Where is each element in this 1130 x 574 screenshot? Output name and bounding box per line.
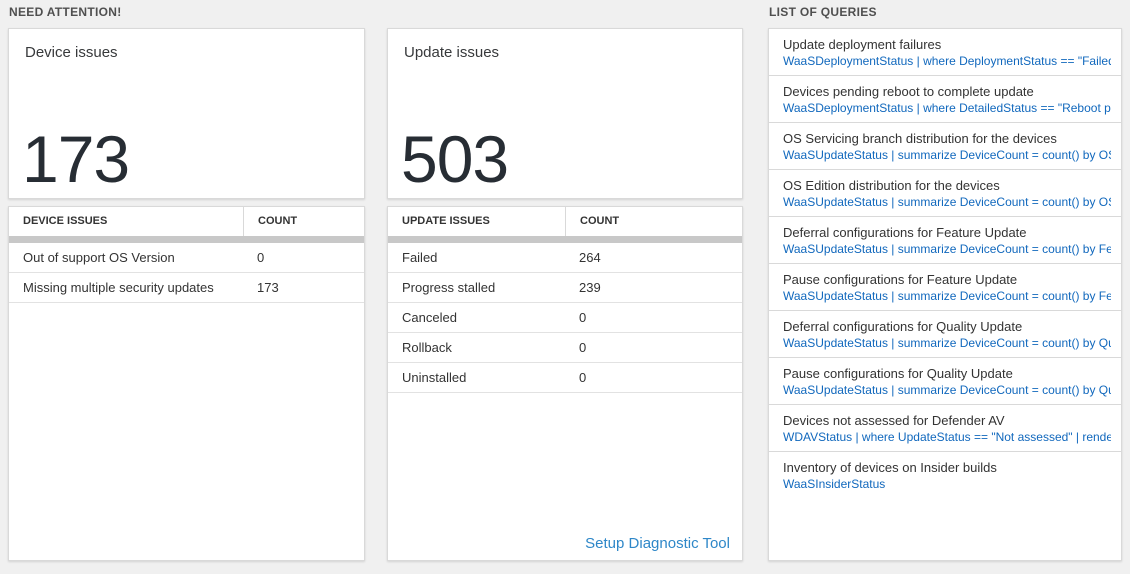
issue-label: Failed bbox=[402, 250, 438, 265]
query-title: Deferral configurations for Feature Upda… bbox=[783, 225, 1027, 240]
query-text: WaaSUpdateStatus | summarize DeviceCount… bbox=[783, 242, 1111, 256]
issue-label: Canceled bbox=[402, 310, 457, 325]
query-text: WaaSUpdateStatus | summarize DeviceCount… bbox=[783, 148, 1111, 162]
column-header-update-issues: UPDATE ISSUES bbox=[402, 215, 490, 227]
column-header-count: COUNT bbox=[565, 207, 742, 236]
issue-label: Progress stalled bbox=[402, 280, 496, 295]
table-row[interactable]: Rollback 0 bbox=[388, 333, 742, 363]
query-title: Pause configurations for Feature Update bbox=[783, 272, 1018, 287]
tile-title: Update issues bbox=[404, 44, 500, 61]
update-issues-tile[interactable]: Update issues 503 bbox=[387, 28, 743, 199]
query-item[interactable]: Devices not assessed for Defender AV WDA… bbox=[769, 405, 1121, 452]
table-header-row: DEVICE ISSUES COUNT bbox=[9, 207, 364, 236]
query-text: WaaSUpdateStatus | summarize DeviceCount… bbox=[783, 336, 1111, 350]
query-title: Pause configurations for Quality Update bbox=[783, 366, 1013, 381]
issue-label: Rollback bbox=[402, 340, 452, 355]
table-row[interactable]: Failed 264 bbox=[388, 243, 742, 273]
device-issues-tile[interactable]: Device issues 173 bbox=[8, 28, 365, 199]
column-header-count: COUNT bbox=[243, 207, 364, 236]
issue-label: Uninstalled bbox=[402, 370, 467, 385]
query-text: WaaSUpdateStatus | summarize DeviceCount… bbox=[783, 383, 1111, 397]
table-row[interactable]: Uninstalled 0 bbox=[388, 363, 742, 393]
query-item[interactable]: OS Servicing branch distribution for the… bbox=[769, 123, 1121, 170]
query-item[interactable]: Devices pending reboot to complete updat… bbox=[769, 76, 1121, 123]
query-text: WaaSDeploymentStatus | where DeploymentS… bbox=[783, 54, 1111, 68]
query-title: Update deployment failures bbox=[783, 37, 942, 52]
query-text: WaaSUpdateStatus | summarize DeviceCount… bbox=[783, 289, 1111, 303]
issue-count: 173 bbox=[257, 280, 279, 295]
tile-title: Device issues bbox=[25, 44, 118, 61]
issue-count: 0 bbox=[579, 340, 587, 355]
issue-count: 239 bbox=[579, 280, 601, 295]
issue-label: Out of support OS Version bbox=[23, 250, 175, 265]
query-title: Devices not assessed for Defender AV bbox=[783, 413, 1005, 428]
section-title-need-attention: NEED ATTENTION! bbox=[9, 5, 122, 19]
query-item[interactable]: Deferral configurations for Feature Upda… bbox=[769, 217, 1121, 264]
query-item[interactable]: Inventory of devices on Insider builds W… bbox=[769, 452, 1121, 499]
issue-count: 0 bbox=[257, 250, 265, 265]
horizontal-scrollbar[interactable] bbox=[388, 236, 742, 243]
table-header-row: UPDATE ISSUES COUNT bbox=[388, 207, 742, 236]
query-item[interactable]: Pause configurations for Feature Update … bbox=[769, 264, 1121, 311]
query-text: WaaSDeploymentStatus | where DetailedSta… bbox=[783, 101, 1111, 115]
device-issues-count: 173 bbox=[22, 122, 130, 196]
query-item[interactable]: OS Edition distribution for the devices … bbox=[769, 170, 1121, 217]
query-text: WaaSInsiderStatus bbox=[783, 477, 886, 491]
horizontal-scrollbar[interactable] bbox=[9, 236, 364, 243]
issue-count: 0 bbox=[579, 370, 587, 385]
issue-label: Missing multiple security updates bbox=[23, 280, 214, 295]
query-text: WDAVStatus | where UpdateStatus == "Not … bbox=[783, 430, 1111, 444]
query-item[interactable]: Deferral configurations for Quality Upda… bbox=[769, 311, 1121, 358]
table-row[interactable]: Canceled 0 bbox=[388, 303, 742, 333]
list-of-queries-card: Update deployment failures WaaSDeploymen… bbox=[768, 28, 1122, 561]
table-row[interactable]: Missing multiple security updates 173 bbox=[9, 273, 364, 303]
query-title: Deferral configurations for Quality Upda… bbox=[783, 319, 1023, 334]
query-title: Inventory of devices on Insider builds bbox=[783, 460, 997, 475]
update-issues-table: UPDATE ISSUES COUNT Failed 264 Progress … bbox=[387, 206, 743, 561]
device-issues-table: DEVICE ISSUES COUNT Out of support OS Ve… bbox=[8, 206, 365, 561]
issue-count: 264 bbox=[579, 250, 601, 265]
query-title: OS Edition distribution for the devices bbox=[783, 178, 1000, 193]
query-item[interactable]: Pause configurations for Quality Update … bbox=[769, 358, 1121, 405]
query-text: WaaSUpdateStatus | summarize DeviceCount… bbox=[783, 195, 1111, 209]
table-row[interactable]: Progress stalled 239 bbox=[388, 273, 742, 303]
column-header-device-issues: DEVICE ISSUES bbox=[23, 215, 108, 227]
query-item[interactable]: Update deployment failures WaaSDeploymen… bbox=[769, 29, 1121, 76]
query-title: Devices pending reboot to complete updat… bbox=[783, 84, 1034, 99]
query-title: OS Servicing branch distribution for the… bbox=[783, 131, 1057, 146]
issue-count: 0 bbox=[579, 310, 587, 325]
setup-diagnostic-tool-link[interactable]: Setup Diagnostic Tool bbox=[585, 535, 730, 552]
table-row[interactable]: Out of support OS Version 0 bbox=[9, 243, 364, 273]
update-issues-count: 503 bbox=[401, 122, 509, 196]
section-title-list-of-queries: LIST OF QUERIES bbox=[769, 5, 877, 19]
